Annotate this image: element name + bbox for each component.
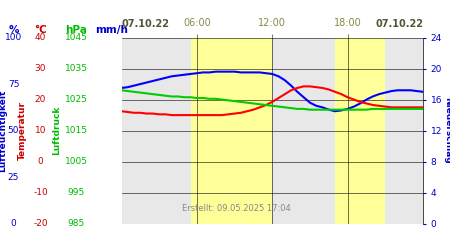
Text: 1035: 1035 xyxy=(65,64,88,73)
Text: -20: -20 xyxy=(33,219,48,228)
Text: 20: 20 xyxy=(35,95,46,104)
Text: 985: 985 xyxy=(68,219,85,228)
Text: 1025: 1025 xyxy=(65,95,88,104)
Text: 07.10.22: 07.10.22 xyxy=(375,19,423,29)
Text: -10: -10 xyxy=(33,188,48,197)
Text: 25: 25 xyxy=(8,173,19,182)
Text: 50: 50 xyxy=(8,126,19,135)
Text: 1015: 1015 xyxy=(65,126,88,135)
Text: °C: °C xyxy=(34,25,47,35)
Text: Erstellt: 09.05.2025 17:04: Erstellt: 09.05.2025 17:04 xyxy=(182,204,290,212)
Text: 0: 0 xyxy=(11,219,16,228)
Text: 995: 995 xyxy=(68,188,85,197)
Text: 30: 30 xyxy=(35,64,46,73)
Text: Temperatur: Temperatur xyxy=(18,101,27,160)
Text: 100: 100 xyxy=(5,33,22,42)
Text: mm/h: mm/h xyxy=(95,25,128,35)
Text: Luftfeuchtigkeit: Luftfeuchtigkeit xyxy=(0,90,7,172)
Text: Luftdruck: Luftdruck xyxy=(52,106,61,155)
Bar xyxy=(335,38,385,224)
Text: 75: 75 xyxy=(8,80,19,88)
Text: %: % xyxy=(8,25,19,35)
Text: Niederschlag: Niederschlag xyxy=(443,97,450,164)
Text: 10: 10 xyxy=(35,126,46,135)
Text: 0: 0 xyxy=(38,157,43,166)
Text: 07.10.22: 07.10.22 xyxy=(122,19,170,29)
Text: 1005: 1005 xyxy=(65,157,88,166)
Text: 1045: 1045 xyxy=(65,33,88,42)
Text: 40: 40 xyxy=(35,33,46,42)
Text: hPa: hPa xyxy=(66,25,87,35)
Bar xyxy=(191,38,272,224)
